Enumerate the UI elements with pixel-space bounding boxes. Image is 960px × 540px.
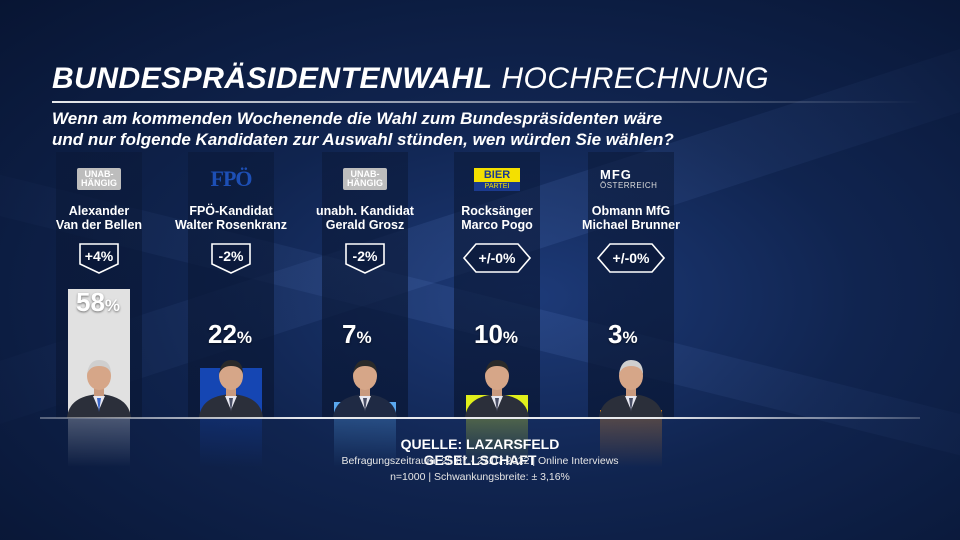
unabhaengig-logo: UNAB- HÄNGIG: [343, 168, 387, 190]
bar-reflection: [334, 419, 396, 467]
change-badge-text: +/-0%: [479, 250, 517, 266]
candidate-name: FPÖ-Kandidat: [189, 204, 273, 218]
party-logo: BIER PARTEI: [457, 166, 537, 192]
chart-title-bold: BUNDESPRÄSIDENTENWAHL: [52, 62, 493, 95]
data-label: 58%: [76, 287, 120, 318]
survey-sample: n=1000 | Schwankungsbreite: ± 3,16%: [390, 471, 570, 483]
chart-title-light: HOCHRECHNUNG: [501, 62, 770, 95]
candidate-name: Rocksänger: [461, 204, 533, 218]
data-label-value: 7: [342, 319, 357, 349]
data-label-value: 58: [76, 287, 105, 317]
change-badge-text: +4%: [85, 248, 114, 264]
data-label: 10%: [474, 319, 518, 350]
data-label: 3%: [608, 319, 638, 350]
grey-haired-man-in-suit-icon: [63, 354, 135, 423]
man-in-dark-suit-icon: [329, 354, 401, 423]
data-label-value: 10: [474, 319, 503, 349]
survey-question-line: und nur folgende Kandidaten zur Auswahl …: [52, 130, 674, 149]
fpo-logo: FPÖ: [210, 166, 253, 191]
data-label: 22%: [208, 319, 252, 350]
candidate-name: Walter Rosenkranz: [174, 218, 288, 232]
data-label-unit: %: [236, 328, 253, 347]
party-logo: MFG ÖSTERREICH: [591, 166, 671, 192]
candidate-name: Marco Pogo: [461, 218, 533, 232]
logo-text: UNAB-: [84, 169, 114, 179]
unabhaengig-logo: UNAB- HÄNGIG: [77, 168, 121, 190]
logo-text: UNAB-: [350, 169, 380, 179]
candidate-name: Michael Brunner: [582, 218, 680, 232]
candidate-name: Van der Bellen: [55, 218, 143, 232]
data-label-unit: %: [356, 328, 372, 347]
candidate-name: Gerald Grosz: [325, 218, 405, 232]
survey-period: Befragungszeitraum: 25.07.- 27.07.2022 |…: [341, 455, 619, 467]
bar-reflection: [68, 419, 130, 467]
bierpartei-logo: BIER PARTEI: [474, 166, 520, 192]
change-badge-text: +/-0%: [613, 250, 651, 266]
logo-text: PARTEI: [474, 181, 520, 191]
data-label: 7%: [342, 319, 372, 350]
candidate-name: Alexander: [68, 204, 130, 218]
change-badge-text: -2%: [219, 248, 244, 264]
candidate-name: Obmann MfG: [591, 204, 671, 218]
data-label-value: 3: [608, 319, 623, 349]
chart-title: BUNDESPRÄSIDENTENWAHL HOCHRECHNUNG: [52, 62, 769, 96]
mfg-logo: MFG ÖSTERREICH: [600, 166, 662, 192]
logo-text: MFG: [600, 167, 632, 182]
survey-question: Wenn am kommenden Wochenende die Wahl zu…: [52, 108, 752, 150]
logo-text: ÖSTERREICH: [600, 181, 658, 190]
change-badge: +4%: [78, 242, 120, 279]
change-badge-text: -2%: [353, 248, 378, 264]
change-badge: +/-0%: [462, 242, 532, 279]
grey-haired-man-in-suit-icon: [595, 354, 667, 423]
survey-question-line: Wenn am kommenden Wochenende die Wahl zu…: [52, 109, 663, 128]
change-badge: -2%: [210, 242, 252, 279]
party-logo: FPÖ: [191, 166, 271, 192]
data-label-unit: %: [104, 296, 121, 315]
bar-reflection: [600, 419, 662, 467]
data-label-unit: %: [502, 328, 519, 347]
data-label-unit: %: [622, 328, 638, 347]
data-label-value: 22: [208, 319, 237, 349]
change-badge: -2%: [344, 242, 386, 279]
logo-text: BIER: [474, 167, 520, 182]
party-logo: UNAB- HÄNGIG: [59, 166, 139, 192]
title-underline: [52, 101, 922, 103]
man-with-sunglasses-icon: [461, 354, 533, 423]
logo-text: HÄNGIG: [347, 178, 383, 188]
chart-baseline: [40, 417, 920, 419]
bar-reflection: [466, 419, 528, 467]
candidate-name: unabh. Kandidat: [316, 204, 414, 218]
man-in-dark-suit-icon: [195, 354, 267, 423]
change-badge: +/-0%: [596, 242, 666, 279]
party-logo: UNAB- HÄNGIG: [325, 166, 405, 192]
bar-reflection: [200, 419, 262, 467]
logo-text: HÄNGIG: [81, 178, 117, 188]
source-label: QUELLE: LAZARSFELD GESELLSCHAFT: [400, 436, 560, 468]
